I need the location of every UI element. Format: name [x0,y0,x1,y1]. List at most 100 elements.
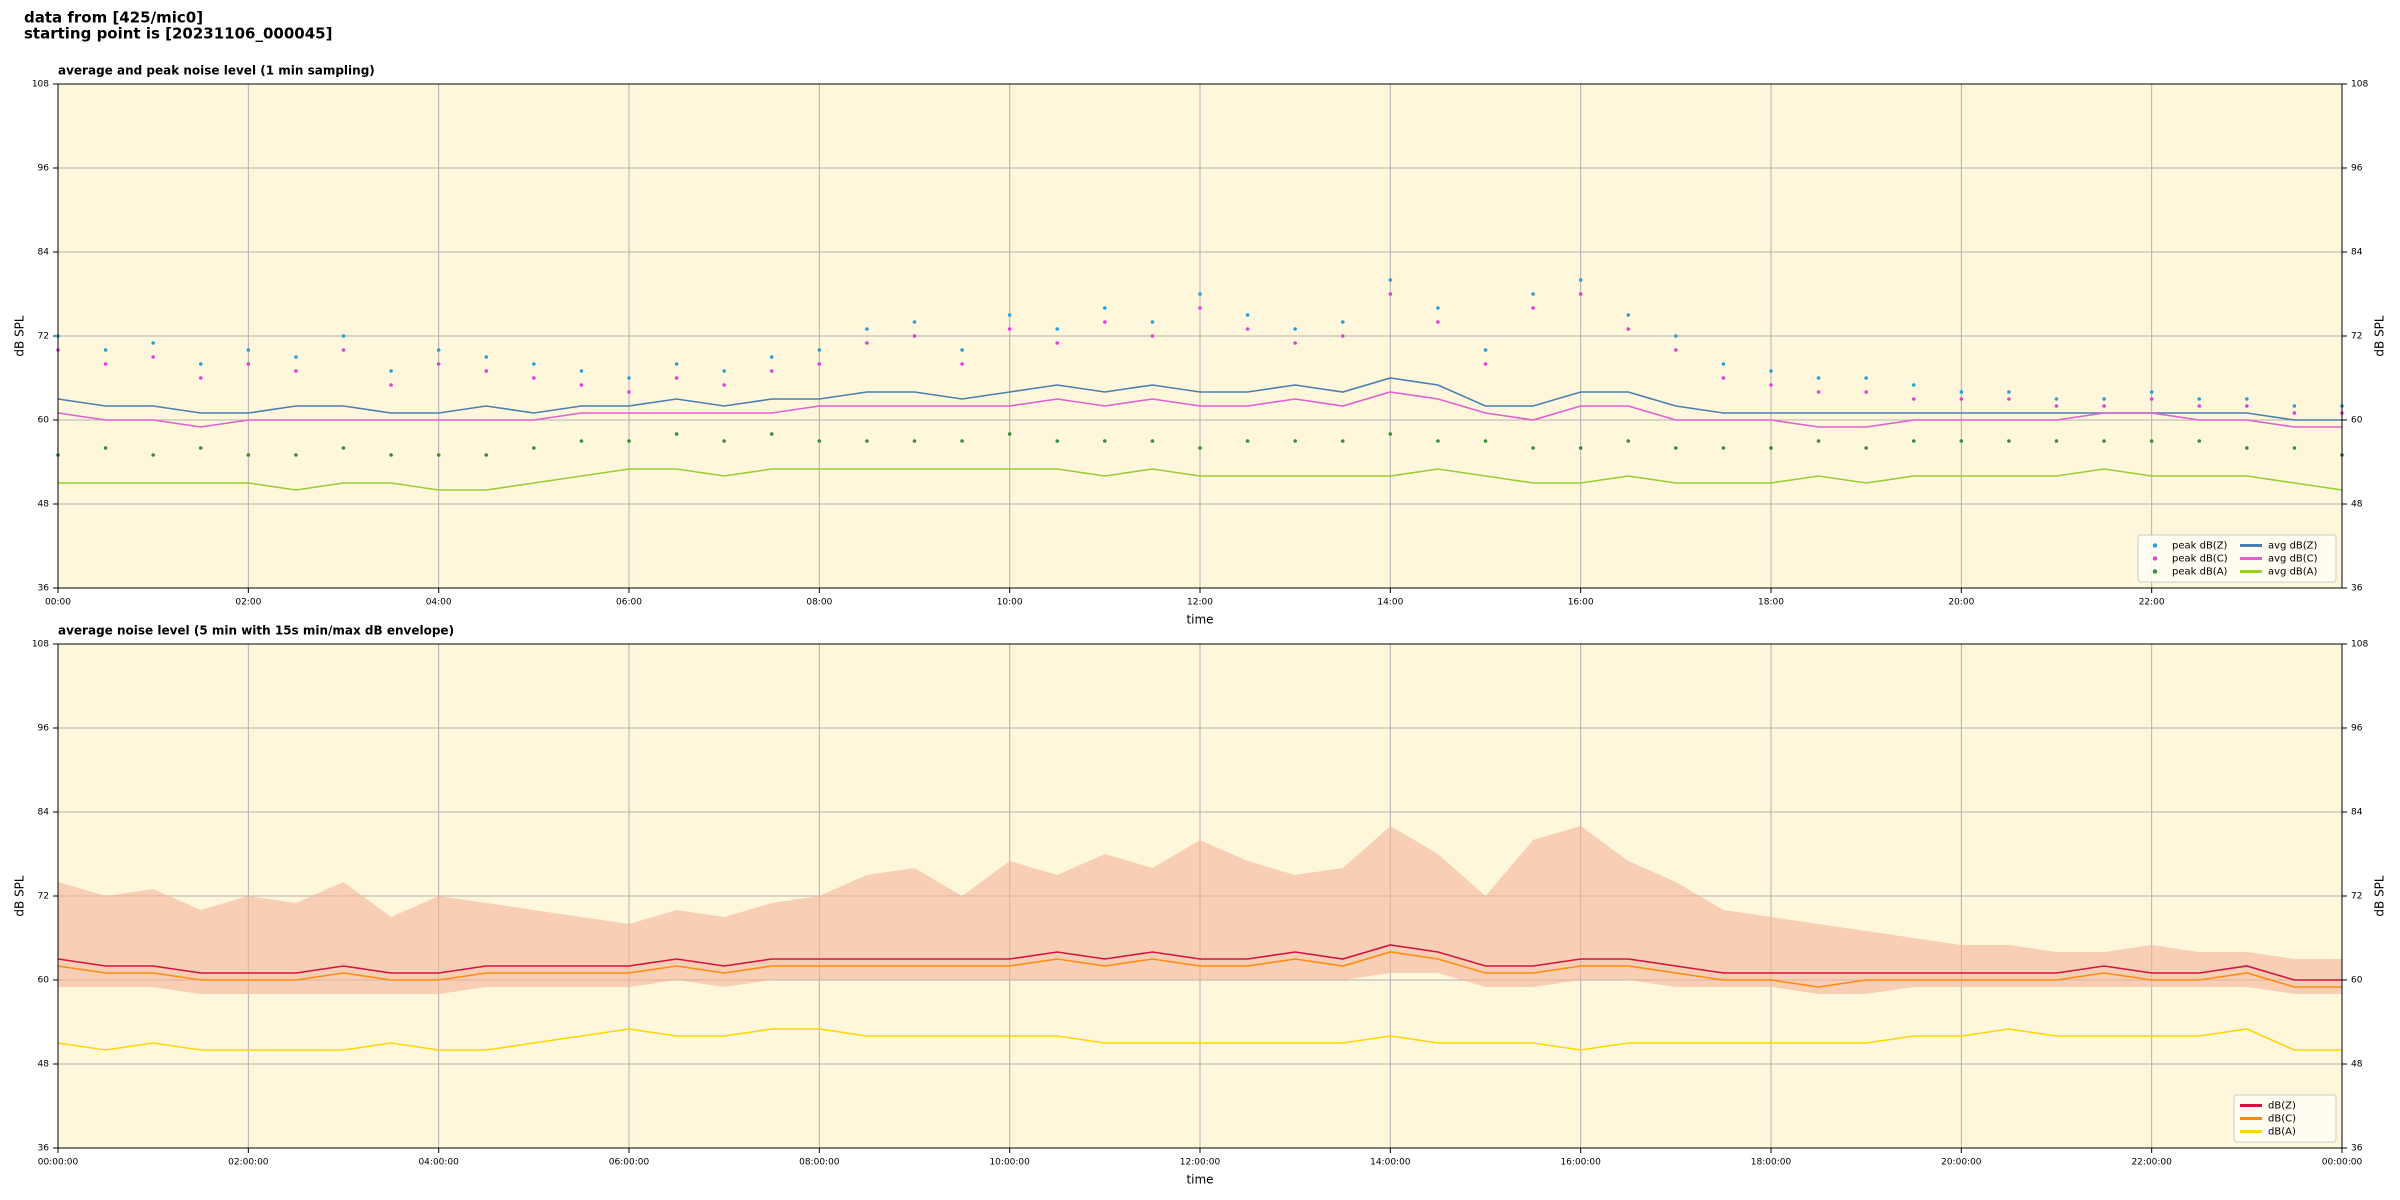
peak-point [1150,320,1155,324]
peak-point [627,439,631,443]
x-axis-label: time [1186,1173,1213,1187]
y-tick-label: 48 [38,500,50,510]
peak-point [1436,439,1440,443]
y-tick-label: 72 [2351,892,2362,902]
peak-point [722,439,726,443]
x-tick-label: 18:00:00 [1751,1158,1792,1168]
peak-point [1674,446,1678,450]
x-tick-label: 00:00:00 [2322,1158,2363,1168]
x-tick-label: 16:00 [1568,598,1594,608]
peak-point [579,439,584,443]
peak-point [960,348,964,352]
peak-point [246,348,251,352]
peak-point [912,334,917,338]
peak-point [484,453,489,457]
peak-point [1340,439,1345,443]
peak-point [1911,383,1916,387]
legend-label: peak dB(C) [2172,554,2228,565]
peak-point [579,369,584,373]
peak-point [865,341,869,345]
peak-point [1483,348,1488,352]
peak-point [341,348,346,352]
peak-point [2197,404,2202,408]
peak-point [1626,327,1631,331]
peak-point [1864,446,1868,450]
peak-point [1531,306,1535,310]
peak-point [2007,397,2011,401]
peak-point [1769,446,1773,450]
peak-point [1103,306,1107,310]
peak-point [1103,439,1107,443]
suptitle-line: starting point is [20231106_000045] [24,25,332,43]
y-tick-label: 36 [38,584,50,594]
peak-point [2054,397,2059,401]
legend-label: avg dB(C) [2268,554,2318,565]
x-tick-label: 00:00 [45,598,71,608]
peak-point [627,376,631,380]
peak-point [865,327,869,331]
y-tick-label: 96 [38,724,50,734]
peak-point [2054,439,2059,443]
peak-point [1721,362,1726,366]
y-tick-label: 72 [2351,332,2362,342]
peak-point [2245,404,2249,408]
peak-point [1436,320,1440,324]
peak-point [769,355,774,359]
x-tick-label: 06:00:00 [609,1158,650,1168]
x-tick-label: 08:00:00 [799,1158,840,1168]
peak-point [246,453,251,457]
peak-point [198,362,203,366]
y-tick-label: 84 [2351,808,2363,818]
peak-point [1007,313,1012,317]
peak-point [674,432,679,436]
peak-point [1340,320,1345,324]
y-tick-label: 108 [2351,640,2368,650]
peak-point [389,453,393,457]
y-tick-label: 108 [2351,80,2368,90]
peak-point [1626,313,1631,317]
peak-point [1769,369,1773,373]
x-tick-label: 22:00:00 [2131,1158,2172,1168]
y-tick-label: 60 [38,416,50,426]
peak-point [769,369,774,373]
y-tick-label: 36 [38,1144,50,1154]
peak-point [912,439,917,443]
peak-point [1911,397,1916,401]
peak-point [1436,306,1440,310]
x-tick-label: 14:00 [1377,598,1403,608]
peak-point [2102,397,2106,401]
x-tick-label: 00:00:00 [38,1158,79,1168]
y-tick-label: 108 [32,640,49,650]
peak-point [960,362,964,366]
peak-point [151,341,155,345]
peak-point [1959,397,1964,401]
x-tick-label: 10:00:00 [989,1158,1030,1168]
peak-point [817,439,822,443]
peak-point [2054,404,2059,408]
x-tick-label: 02:00 [235,598,261,608]
x-tick-label: 12:00 [1187,598,1213,608]
peak-point [2245,446,2249,450]
peak-point [198,376,203,380]
legend-label: dB(C) [2268,1114,2296,1125]
peak-point [2149,390,2154,394]
peak-point [627,390,631,394]
peak-point [1055,439,1060,443]
peak-point [1198,446,1202,450]
y-tick-label: 36 [2351,584,2363,594]
peak-point [1293,439,1297,443]
series-line [57,391,2342,428]
peak-point [1103,320,1107,324]
peak-point [2292,411,2297,415]
y-axis-label: dB SPL [2373,315,2387,357]
legend-marker [2152,543,2158,548]
peak-point [1578,278,1583,282]
peak-point [1007,432,1012,436]
peak-point [484,355,489,359]
y-axis-label: dB SPL [13,875,27,917]
y-tick-label: 72 [38,892,49,902]
peak-point [1911,439,1916,443]
x-tick-label: 16:00:00 [1560,1158,1601,1168]
peak-point [2245,397,2249,401]
legend-label: dB(Z) [2268,1101,2296,1112]
